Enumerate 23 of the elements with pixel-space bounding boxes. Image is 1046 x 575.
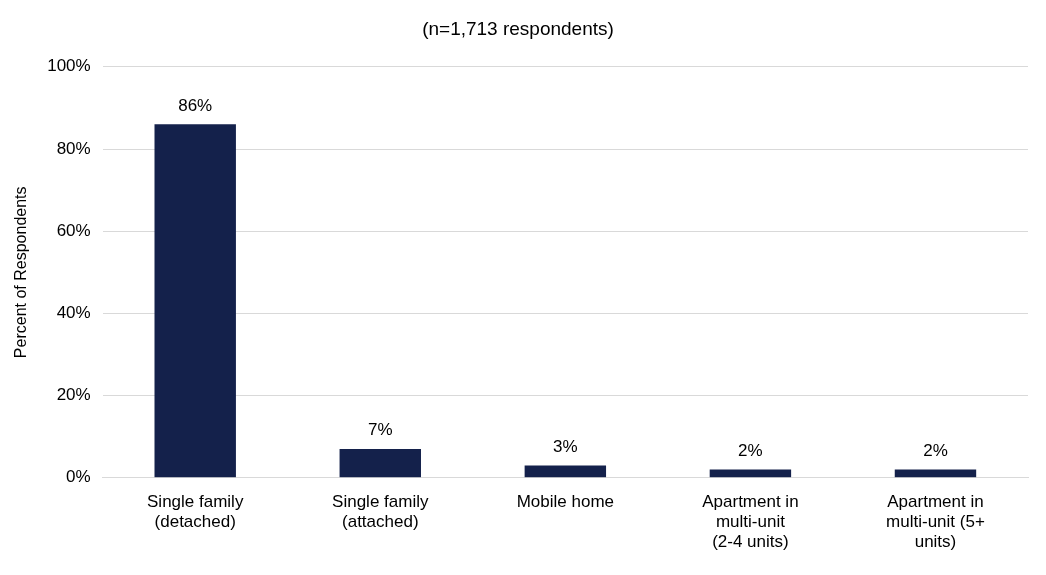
- y-tick-label: 60%: [56, 220, 91, 240]
- bar: [339, 449, 421, 478]
- data-label: 7%: [367, 420, 393, 440]
- data-label: 86%: [178, 95, 213, 115]
- x-tick-label: Apartment in multi-unit (2-4 units): [702, 491, 799, 552]
- y-tick-label: 40%: [56, 303, 91, 323]
- y-tick-label: 80%: [56, 138, 91, 158]
- x-tick-label: Single family (detached): [147, 491, 244, 532]
- bar: [154, 124, 236, 478]
- data-label: 2%: [923, 440, 948, 460]
- chart-title: (n=1,713 respondents): [422, 17, 614, 39]
- data-label: 3%: [553, 436, 578, 456]
- y-tick-label: 0%: [66, 467, 91, 487]
- x-tick-label: Single family (attached): [332, 491, 429, 532]
- bar: [894, 469, 977, 478]
- y-tick-label: 100%: [47, 56, 91, 76]
- y-axis-title: Percent of Respondents: [12, 186, 30, 359]
- x-tick-label: Mobile home: [516, 491, 614, 511]
- data-label: 2%: [738, 440, 763, 460]
- bar: [709, 469, 792, 478]
- bar: [524, 465, 607, 478]
- y-tick-label: 20%: [56, 385, 91, 405]
- x-tick-label: Apartment in multi-unit (5+ units): [886, 491, 985, 552]
